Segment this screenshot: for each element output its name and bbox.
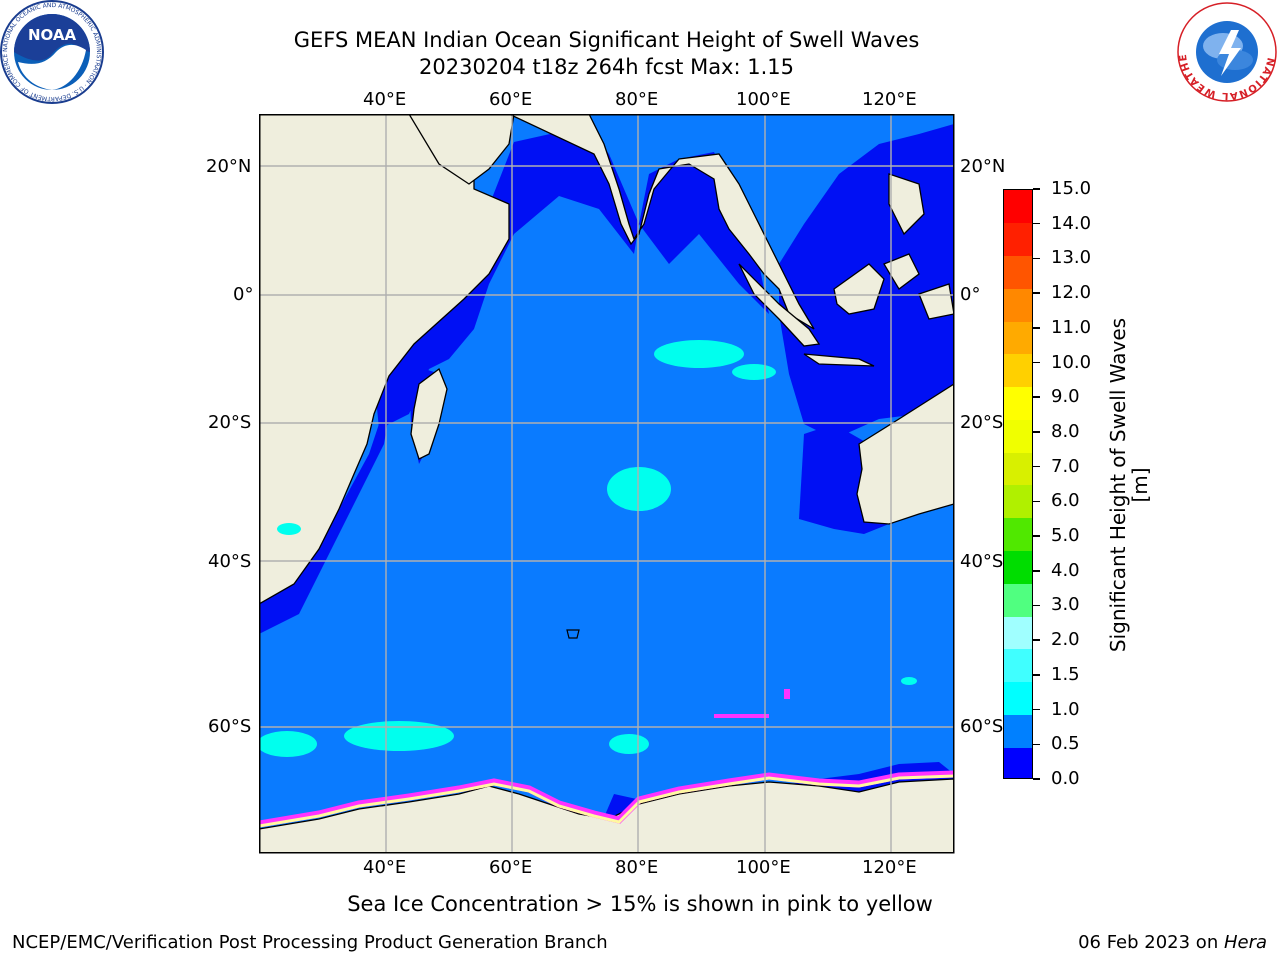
footer-producer: NCEP/EMC/Verification Post Processing Pr… bbox=[12, 932, 608, 953]
footer-host: Hera bbox=[1223, 932, 1267, 953]
colorbar-tick-mark bbox=[1033, 327, 1040, 329]
colorbar-band bbox=[1004, 452, 1032, 486]
colorbar-tick-label: 15.0 bbox=[1051, 178, 1092, 199]
noaa-logo-icon: NATIONAL OCEANIC AND ATMOSPHERIC ADMINIS… bbox=[0, 0, 104, 104]
colorbar-tick-label: 0.0 bbox=[1051, 768, 1080, 789]
lon-tick-top: 60°E bbox=[489, 89, 533, 110]
lon-tick-bottom: 100°E bbox=[736, 857, 791, 878]
colorbar-band bbox=[1004, 288, 1032, 322]
colorbar-band bbox=[1004, 321, 1032, 355]
colorbar-band bbox=[1004, 747, 1032, 778]
lat-tick-left: 60°S bbox=[208, 716, 252, 737]
lat-tick-right: 20°N bbox=[960, 156, 1006, 177]
colorbar-tick-mark bbox=[1033, 257, 1040, 260]
colorbar-tick-label: 5.0 bbox=[1051, 525, 1080, 547]
indian-ocean-map bbox=[259, 114, 955, 854]
colorbar-band bbox=[1004, 419, 1032, 453]
colorbar-tick-label: 12.0 bbox=[1051, 282, 1092, 304]
lon-tick-top: 40°E bbox=[363, 89, 407, 110]
colorbar-band bbox=[1004, 517, 1032, 552]
lon-tick-bottom: 120°E bbox=[862, 857, 917, 878]
colorbar-tick-mark bbox=[1033, 500, 1040, 503]
colorbar-label: Significant Height of Swell Waves [m] bbox=[1106, 317, 1152, 653]
noaa-logo-text: NOAA bbox=[28, 26, 77, 44]
chart-title-line1: GEFS MEAN Indian Ocean Significant Heigh… bbox=[293, 28, 920, 52]
nws-logo-icon: NATIONAL WEATHER SERVICE bbox=[1177, 2, 1277, 102]
colorbar-tick-mark bbox=[1033, 465, 1040, 468]
lat-tick-right: 60°S bbox=[960, 716, 1004, 737]
sea-ice-edge bbox=[259, 689, 954, 828]
chart-title-line2: 20230204 t18z 264h fcst Max: 1.15 bbox=[419, 55, 794, 79]
colorbar-tick-mark bbox=[1033, 396, 1040, 398]
swell-patch-1-1.5m bbox=[259, 340, 917, 757]
lon-tick-bottom: 40°E bbox=[363, 857, 407, 878]
colorbar-tick-mark bbox=[1033, 674, 1040, 676]
colorbar-tick-mark bbox=[1033, 222, 1040, 225]
colorbar-band bbox=[1004, 190, 1032, 224]
colorbar-tick-label: 1.0 bbox=[1051, 698, 1080, 720]
colorbar-tick-mark bbox=[1033, 431, 1040, 433]
lat-tick-left: 20°S bbox=[208, 412, 252, 433]
sea-ice-caption-text: Sea Ice Concentration > 15% is shown in … bbox=[347, 892, 933, 916]
graticule bbox=[259, 114, 954, 853]
lon-tick-bottom: 60°E bbox=[489, 857, 533, 878]
colorbar-tick-label: 4.0 bbox=[1051, 559, 1080, 581]
colorbar-tick-label: 8.0 bbox=[1051, 420, 1080, 442]
colorbar-tick-mark bbox=[1033, 188, 1040, 190]
sea-ice-caption: Sea Ice Concentration > 15% is shown in … bbox=[0, 892, 1280, 916]
footer-date-text: 06 Feb 2023 on bbox=[1078, 932, 1224, 953]
colorbar-band bbox=[1004, 255, 1032, 289]
kerguelen-island bbox=[566, 629, 580, 639]
colorbar-tick-label: 1.5 bbox=[1051, 663, 1080, 685]
colorbar-tick-label: 13.0 bbox=[1051, 247, 1092, 269]
lon-tick-top: 100°E bbox=[736, 89, 791, 110]
colorbar-tick-mark bbox=[1033, 604, 1040, 607]
colorbar-tick-mark bbox=[1033, 535, 1040, 537]
colorbar-tick-label: 9.0 bbox=[1051, 386, 1080, 408]
colorbar-tick-mark bbox=[1033, 570, 1040, 572]
colorbar-tick-label: 11.0 bbox=[1051, 316, 1092, 338]
lat-tick-left: 40°S bbox=[208, 551, 252, 572]
colorbar-tick-mark bbox=[1033, 639, 1040, 641]
colorbar-band bbox=[1004, 222, 1032, 257]
lon-tick-top: 80°E bbox=[615, 89, 659, 110]
colorbar-tick-mark bbox=[1033, 708, 1040, 711]
footer-date: 06 Feb 2023 on Hera bbox=[1078, 933, 1267, 953]
colorbar-tick-label: 3.0 bbox=[1051, 594, 1080, 616]
colorbar-tick-label: 10.0 bbox=[1051, 351, 1092, 373]
lat-tick-right: 0° bbox=[960, 284, 981, 305]
colorbar-band bbox=[1004, 648, 1032, 683]
colorbar-band bbox=[1004, 485, 1032, 519]
colorbar-tick-mark bbox=[1033, 778, 1040, 780]
colorbar-tick-mark bbox=[1033, 361, 1040, 364]
colorbar-tick-label: 7.0 bbox=[1051, 455, 1080, 477]
colorbar-tick-mark bbox=[1033, 292, 1040, 294]
lat-tick-right: 40°S bbox=[960, 551, 1004, 572]
colorbar bbox=[1003, 189, 1033, 779]
colorbar-tick-label: 6.0 bbox=[1051, 490, 1080, 512]
lon-tick-bottom: 80°E bbox=[615, 857, 659, 878]
lon-tick-top: 120°E bbox=[862, 89, 917, 110]
colorbar-band bbox=[1004, 616, 1032, 650]
colorbar-tick-mark bbox=[1033, 743, 1040, 746]
lat-tick-left: 20°N bbox=[206, 156, 252, 177]
colorbar-tick-label: 14.0 bbox=[1051, 212, 1092, 234]
lat-tick-right: 20°S bbox=[960, 412, 1004, 433]
lat-tick-left: 0° bbox=[233, 284, 254, 305]
colorbar-band bbox=[1004, 353, 1032, 388]
colorbar-band bbox=[1004, 583, 1032, 617]
colorbar-band bbox=[1004, 550, 1032, 584]
colorbar-tick-label: 2.0 bbox=[1051, 629, 1080, 651]
land-masses bbox=[259, 114, 954, 853]
colorbar-band bbox=[1004, 386, 1032, 420]
colorbar-band bbox=[1004, 714, 1032, 748]
colorbar-band bbox=[1004, 681, 1032, 715]
colorbar-tick-label: 0.5 bbox=[1051, 733, 1080, 755]
map-frame bbox=[259, 114, 955, 854]
